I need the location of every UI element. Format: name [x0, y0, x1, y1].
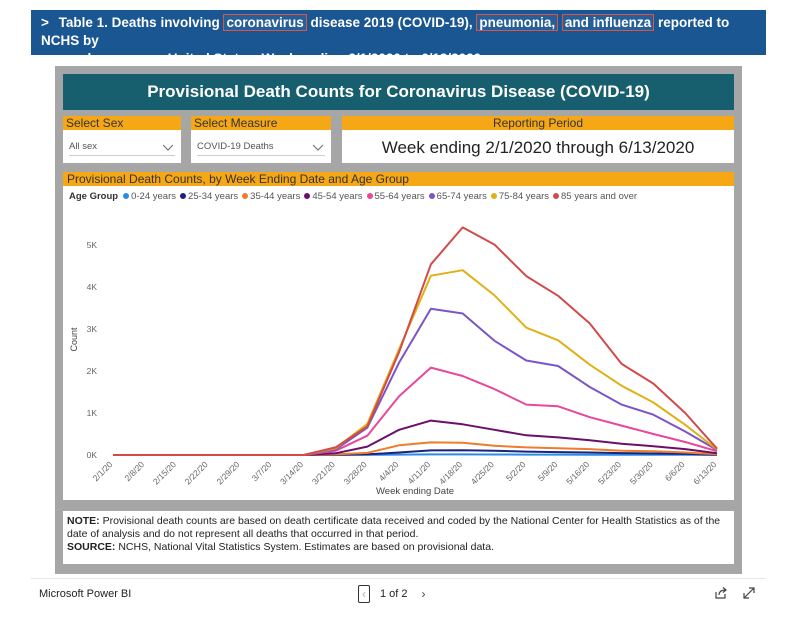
legend-swatch [428, 193, 435, 199]
x-tick-label: 2/22/20 [183, 459, 210, 486]
x-tick-label: 2/8/20 [122, 459, 146, 483]
x-tick-label: 4/11/20 [406, 459, 433, 486]
slicer-sex: Select Sex All sex [63, 116, 181, 163]
powerbi-brand-link[interactable]: Microsoft Power BI [39, 587, 132, 600]
measure-dropdown-value: COVID-19 Deaths [197, 141, 274, 152]
highlight-coronavirus: coronavirus [223, 14, 307, 31]
legend-item[interactable]: 35-44 years [242, 191, 300, 202]
legend-item[interactable]: 25-34 years [179, 190, 239, 202]
chart-legend: Age Group 0-24 years 25-34 years 35-44 yea… [69, 189, 641, 203]
x-tick-label: 5/23/20 [596, 459, 623, 486]
slicer-measure: Select Measure COVID-19 Deaths [191, 116, 331, 163]
note-card: NOTE: Provisional death counts are based… [63, 511, 734, 564]
chevron-down-icon [312, 144, 324, 151]
table-title-header[interactable]: > Table 1. Deaths involving coronavirus … [31, 10, 766, 66]
legend-label: 75-84 years [498, 190, 550, 202]
measure-dropdown[interactable]: COVID-19 Deaths [197, 138, 325, 156]
reporting-period-value: Week ending 2/1/2020 through 6/13/2020 [381, 138, 695, 157]
legend-swatch [366, 193, 373, 199]
legend-swatch [123, 193, 130, 199]
legend-title: Age Group [69, 190, 119, 202]
fullscreen-icon[interactable] [742, 586, 756, 600]
slicer-measure-label: Select Measure [191, 116, 331, 130]
share-icon[interactable] [714, 586, 728, 600]
x-tick-label: 3/14/20 [278, 459, 305, 486]
title-text-part1: Table 1. Deaths involving [58, 15, 220, 30]
source-text: NCHS, National Vital Statistics System. … [118, 541, 494, 553]
chevron-down-icon [162, 144, 174, 151]
chart-title: Provisional Death Counts, by Week Ending… [63, 172, 734, 186]
x-tick-label: 3/28/20 [342, 459, 369, 486]
legend-label: 35-44 years [250, 190, 301, 202]
line-chart: 0K 1K 2K 3K 4K 5K 2/1/20 2/8/20 2/15/20 2/22/20 2/… [69, 226, 719, 497]
y-tick-label: 1K [87, 408, 98, 418]
sex-dropdown[interactable]: All sex [69, 138, 175, 156]
x-tick-label: 6/6/20 [663, 459, 687, 483]
legend-swatch [242, 193, 249, 199]
footer-actions [700, 586, 756, 600]
x-tick-label: 6/13/20 [691, 459, 718, 486]
series-line [113, 366, 718, 456]
legend-item[interactable]: 65-74 years [428, 190, 487, 202]
legend-item[interactable]: 55-64 years [366, 190, 425, 202]
legend-swatch [553, 193, 560, 199]
y-tick-label: 3K [87, 324, 98, 334]
page-indicator: 1 of 2 [380, 588, 408, 600]
next-page-button[interactable]: › [421, 587, 426, 601]
legend-label: 85 years and over [561, 190, 638, 202]
legend-label: 0-24 years [131, 190, 176, 202]
x-tick-label: 5/16/20 [564, 459, 591, 486]
series-line [113, 226, 718, 456]
x-tick-label: 2/15/20 [151, 459, 178, 486]
highlight-influenza: and influenza [561, 14, 655, 31]
legend-label: 45-54 years [312, 190, 363, 202]
reporting-period-label: Reporting Period [342, 116, 734, 130]
title-text-part3: reported to NCHS by [41, 15, 730, 48]
highlight-pneumonia: pneumonia, [476, 14, 559, 31]
y-tick-label: 2K [87, 366, 98, 376]
legend-label: 55-64 years [374, 190, 425, 202]
y-axis-title: Count [69, 327, 79, 352]
x-tick-label: 5/30/20 [628, 459, 655, 486]
reporting-period-card: Reporting Period Week ending 2/1/2020 th… [342, 116, 734, 163]
title-text-line2: sex and age group. United States. Week e… [41, 51, 482, 66]
source-label: SOURCE: [67, 541, 116, 553]
report-banner-title: Provisional Death Counts for Coronavirus… [63, 74, 734, 110]
x-tick-label: 4/4/20 [377, 459, 401, 483]
y-tick-label: 4K [87, 282, 98, 292]
legend-item[interactable]: 85 years and over [553, 191, 637, 202]
sex-dropdown-value: All sex [69, 141, 97, 152]
legend-swatch [490, 193, 497, 199]
powerbi-footer: Microsoft Power BI ‹ 1 of 2 › [31, 578, 766, 608]
note-text: Provisional death counts are based on de… [67, 515, 721, 540]
x-tick-label: 4/18/20 [437, 459, 464, 486]
y-tick-label: 5K [87, 240, 98, 250]
x-tick-label: 4/25/20 [469, 459, 496, 486]
legend-label: 25-34 years [187, 190, 239, 202]
expand-chevron-icon[interactable]: > [41, 15, 49, 30]
note-label: NOTE: [67, 515, 100, 527]
x-tick-label: 3/7/20 [250, 459, 274, 483]
legend-item[interactable]: 75-84 years [490, 190, 550, 202]
x-tick-label: 5/2/20 [504, 459, 528, 483]
title-text-part2: disease 2019 (COVID-19), [310, 15, 473, 30]
x-tick-label: 2/1/20 [91, 459, 115, 483]
series-line [113, 419, 718, 456]
page-navigator: ‹ 1 of 2 › [358, 585, 430, 603]
legend-swatch [304, 193, 311, 199]
legend-item[interactable]: 0-24 years [123, 191, 176, 202]
y-tick-label: 0K [87, 450, 98, 460]
x-axis-title: Week ending Date [376, 486, 454, 497]
previous-page-button[interactable]: ‹ [358, 585, 370, 603]
legend-label: 65-74 years [436, 190, 487, 202]
x-tick-label: 2/29/20 [214, 459, 241, 486]
powerbi-report: Provisional Death Counts for Coronavirus… [55, 66, 742, 574]
x-tick-label: 5/9/20 [536, 459, 560, 483]
slicer-sex-label: Select Sex [63, 116, 181, 130]
line-chart-card: Provisional Death Counts, by Week Ending… [63, 172, 734, 500]
legend-item[interactable]: 45-54 years [304, 190, 363, 202]
legend-swatch [179, 193, 186, 199]
x-tick-label: 3/21/20 [310, 459, 337, 486]
